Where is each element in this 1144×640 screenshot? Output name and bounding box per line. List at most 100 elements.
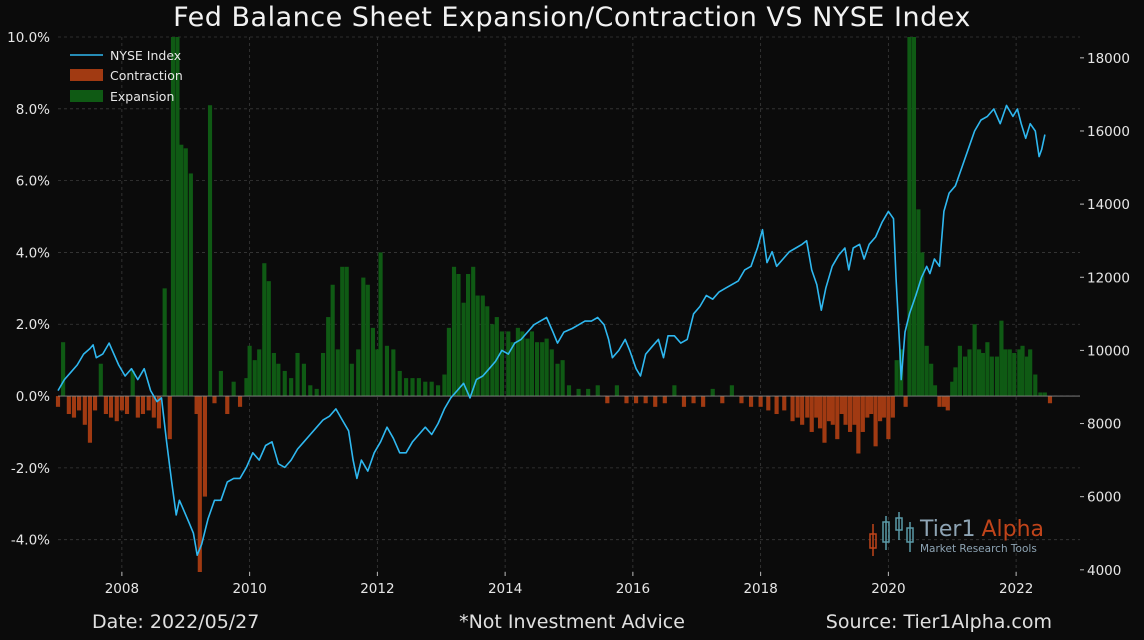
expansion-bar <box>1024 356 1030 397</box>
expansion-bar <box>276 363 281 397</box>
contraction-bar <box>82 396 87 425</box>
expansion-bar <box>953 367 958 397</box>
expansion-bar <box>271 352 276 397</box>
contraction-bar <box>92 396 98 411</box>
expansion-bar <box>1038 392 1043 397</box>
expansion-bar <box>529 331 535 397</box>
expansion-bar <box>576 388 581 397</box>
expansion-bar <box>361 277 366 397</box>
contraction-bar <box>605 396 610 404</box>
expansion-bar <box>485 306 490 397</box>
expansion-bar <box>672 385 677 397</box>
contraction-bar <box>633 396 639 404</box>
expansion-bar <box>446 327 451 397</box>
contraction-bar <box>87 396 93 443</box>
expansion-bar <box>282 370 287 397</box>
contraction-bar <box>835 396 840 440</box>
expansion-bar <box>549 349 554 397</box>
y-left-tick-label: 0.0% <box>16 389 50 405</box>
contraction-bar <box>839 396 844 415</box>
expansion-bar <box>710 388 715 397</box>
nyse-line <box>57 104 1046 557</box>
expansion-bar <box>344 266 349 397</box>
contraction-bar <box>103 396 108 415</box>
expansion-bar <box>520 331 525 397</box>
contraction-bar <box>653 396 658 407</box>
contraction-bar <box>212 396 217 404</box>
contraction-bar <box>795 396 800 418</box>
expansion-bar <box>308 385 313 397</box>
expansion-bar <box>98 363 103 397</box>
expansion-bar <box>349 363 354 397</box>
expansion-bar <box>1003 349 1008 397</box>
contraction-bar <box>114 396 119 422</box>
expansion-bar <box>907 37 912 397</box>
expansion-bar <box>170 37 176 397</box>
expansion-bar <box>957 345 962 397</box>
contraction-bar <box>739 396 744 404</box>
expansion-bar <box>397 370 402 397</box>
y-left-tick-label: -4.0% <box>11 533 50 549</box>
y-right-tick-label: 10000 <box>1087 343 1130 359</box>
expansion-bar <box>510 342 515 397</box>
contraction-bar <box>881 396 886 418</box>
expansion-bar <box>314 388 319 397</box>
contraction-bar <box>758 396 763 407</box>
y-right-tick-label: 18000 <box>1087 51 1130 67</box>
expansion-bar <box>614 385 619 397</box>
expansion-bar <box>1017 349 1022 397</box>
contraction-bar <box>748 396 754 407</box>
expansion-bar <box>175 37 180 397</box>
expansion-bar <box>555 363 560 397</box>
expansion-bar <box>962 356 968 397</box>
expansion-bar <box>266 281 271 397</box>
contraction-bar <box>890 396 895 418</box>
legend-expansion-swatch <box>70 90 103 102</box>
x-tick-label: 2014 <box>488 581 522 597</box>
x-tick-label: 2008 <box>105 581 139 597</box>
axes: -4.0% -2.0% 0.0% 2.0% 4.0% 6.0% 8.0% 10.0% 4000 6… <box>7 30 1130 597</box>
expansion-bar <box>916 209 921 397</box>
contraction-bar <box>55 396 61 407</box>
contraction-bar <box>873 396 878 447</box>
expansion-bar <box>525 338 530 397</box>
contraction-bar <box>720 396 725 404</box>
brand-tagline: Market Research Tools <box>920 543 1037 555</box>
expansion-bar <box>560 360 565 397</box>
contraction-bar <box>71 396 77 418</box>
expansion-bar <box>994 356 1000 397</box>
contraction-bar <box>847 396 853 432</box>
expansion-bar <box>985 342 990 397</box>
y-left-tick-label: -2.0% <box>11 461 50 477</box>
expansion-bar <box>924 345 929 397</box>
expansion-bar <box>540 342 545 397</box>
contraction-bar <box>903 396 908 407</box>
legend: NYSE Index Contraction Expansion <box>70 48 183 104</box>
contraction-bar <box>843 396 848 425</box>
contraction-bar <box>937 396 942 407</box>
expansion-bar <box>932 385 938 397</box>
contraction-bar <box>774 396 779 415</box>
expansion-bar <box>330 284 335 397</box>
expansion-bar <box>1007 349 1012 397</box>
contraction-bar <box>945 396 950 411</box>
legend-label-expansion: Expansion <box>110 89 174 104</box>
y-left-tick-label: 4.0% <box>16 245 50 261</box>
expansion-bar <box>162 288 167 397</box>
expansion-bar <box>130 370 135 397</box>
contraction-bar <box>805 396 810 418</box>
contraction-bar <box>140 396 146 415</box>
contraction-bar <box>701 396 706 407</box>
expansion-bar <box>566 385 572 397</box>
contraction-bar <box>1047 396 1053 404</box>
y-right-tick-label: 14000 <box>1087 197 1130 213</box>
expansion-bar <box>404 378 409 397</box>
contraction-bar <box>860 396 865 432</box>
footer-source: Source: Tier1Alpha.com <box>825 611 1052 633</box>
expansion-bar <box>188 173 193 397</box>
contraction-bar <box>941 396 947 407</box>
contraction-bar <box>662 396 667 404</box>
contraction-bar <box>766 396 771 411</box>
footer-date: Date: 2022/05/27 <box>92 611 260 633</box>
